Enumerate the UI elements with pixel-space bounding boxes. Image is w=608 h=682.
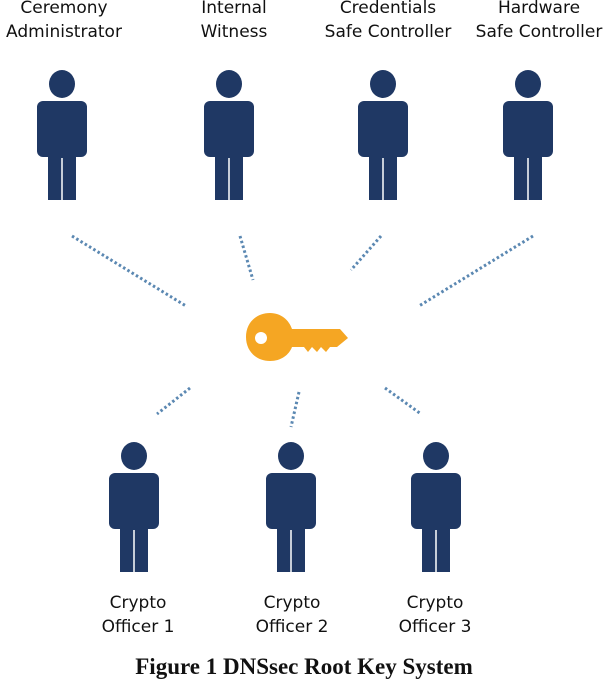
person-icon [503,70,553,200]
connector-ceremony-administrator [71,234,187,308]
figure-caption: Figure 1 DNSsec Root Key System [135,654,473,679]
role-label-line: Hardware [497,0,581,18]
connector-internal-witness [238,235,255,281]
connector-credentials-safe-controller [349,235,383,271]
role-label-line: Crypto [263,593,321,613]
role-label-ceremony-administrator: Ceremony Administrator [0,0,149,44]
role-label-line: Internal [201,0,267,18]
role-label-line: Administrator [6,22,122,42]
person-icon [266,442,316,572]
role-label-crypto-officer-3: Crypto Officer 3 [350,591,520,639]
connector-crypto-officer-3 [384,386,422,416]
role-label-internal-witness: Internal Witness [149,0,319,44]
role-label-crypto-officer-1: Crypto Officer 1 [53,591,223,639]
role-label-line: Safe Controller [324,22,452,42]
person-icon [37,70,87,200]
connector-crypto-officer-1 [156,386,191,416]
role-label-line: Officer 3 [398,617,472,637]
person-icon [358,70,408,200]
connector-crypto-officer-2 [289,391,301,428]
role-label-hardware-safe-controller: Hardware Safe Controller [454,0,608,44]
role-label-line: Safe Controller [475,22,603,42]
role-label-line: Credentials [339,0,437,18]
role-label-line: Crypto [109,593,167,613]
person-icon [109,442,159,572]
person-icon [411,442,461,572]
role-label-line: Ceremony [20,0,108,18]
role-label-line: Officer 1 [101,617,175,637]
role-label-credentials-safe-controller: Credentials Safe Controller [303,0,473,44]
role-label-line: Witness [200,22,268,42]
connector-hardware-safe-controller [418,234,534,308]
role-label-line: Officer 2 [255,617,329,637]
role-label-crypto-officer-2: Crypto Officer 2 [207,591,377,639]
person-icon [204,70,254,200]
role-label-line: Crypto [406,593,464,613]
key-icon [246,313,348,361]
